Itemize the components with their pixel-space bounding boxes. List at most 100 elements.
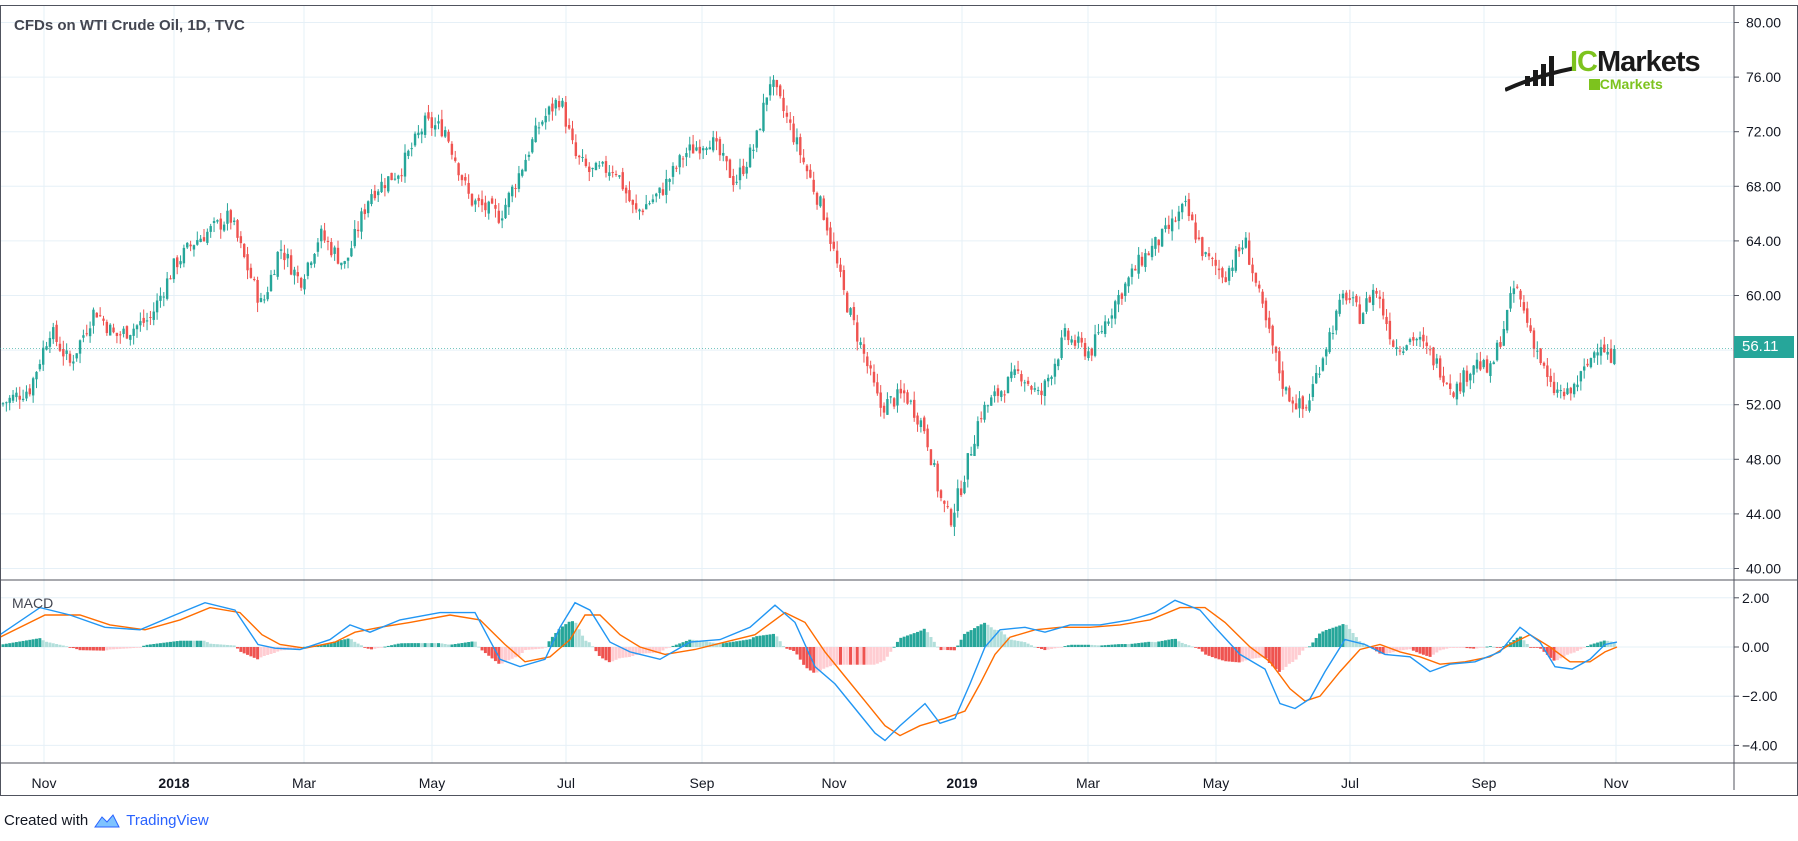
macd-histogram-bar xyxy=(604,647,608,661)
macd-histogram-bar xyxy=(1056,647,1060,648)
candle-body xyxy=(1475,359,1479,369)
candle-body xyxy=(115,332,119,336)
macd-histogram-bar xyxy=(949,647,953,651)
candle-body xyxy=(514,187,517,189)
candle-body xyxy=(1485,359,1489,373)
tradingview-logo-icon xyxy=(94,813,121,827)
candle-body xyxy=(109,324,112,336)
candle-body xyxy=(641,210,645,213)
candle-body xyxy=(963,481,966,494)
macd-histogram-bar xyxy=(798,647,802,660)
candle-body xyxy=(1516,286,1519,288)
candle-body xyxy=(1137,254,1140,274)
candle-body xyxy=(276,251,279,277)
candle-body xyxy=(1499,342,1502,347)
candle-body xyxy=(132,328,135,336)
macd-histogram-bar xyxy=(138,647,142,648)
macd-tick-label: −4.00 xyxy=(1742,737,1778,753)
macd-histogram-bar xyxy=(125,647,129,649)
macd-histogram-bar xyxy=(594,647,598,652)
candle-body xyxy=(68,353,72,363)
candle-body xyxy=(232,220,236,222)
macd-histogram-bar xyxy=(1257,647,1261,658)
time-tick-label: Nov xyxy=(1604,775,1629,791)
candle-body xyxy=(92,309,95,326)
macd-histogram-bar xyxy=(1277,647,1281,672)
macd-histogram-bar xyxy=(1458,647,1462,648)
macd-histogram-bar xyxy=(1241,647,1244,662)
candle-body xyxy=(1281,370,1284,389)
macd-histogram-bar xyxy=(1177,641,1181,647)
tradingview-link[interactable]: TradingView xyxy=(126,812,209,829)
macd-histogram-bar xyxy=(1204,647,1208,655)
macd-histogram-bar xyxy=(1428,647,1432,657)
macd-histogram-bar xyxy=(962,633,966,647)
macd-histogram-bar xyxy=(65,646,69,648)
candle-body xyxy=(695,147,698,151)
macd-histogram-bar xyxy=(993,629,997,647)
macd-histogram-bar xyxy=(152,643,156,647)
macd-histogram-bar xyxy=(1123,644,1127,647)
candle-body xyxy=(135,325,139,330)
macd-histogram-bar xyxy=(1210,647,1214,658)
candle-body xyxy=(340,262,343,266)
macd-histogram-bar xyxy=(694,640,698,647)
macd-histogram-bar xyxy=(61,645,65,647)
macd-histogram-bar xyxy=(591,646,595,648)
candle-body xyxy=(55,324,58,342)
macd-histogram-bar xyxy=(179,640,183,647)
candle-body xyxy=(1261,291,1264,304)
macd-histogram-bar xyxy=(246,647,250,655)
candle-body xyxy=(712,137,715,151)
candle-body xyxy=(996,388,1000,396)
macd-histogram-bar xyxy=(500,647,504,664)
candle-body xyxy=(825,217,829,231)
macd-histogram-bar xyxy=(68,647,72,648)
macd-histogram-bar xyxy=(1230,647,1234,662)
candle-body xyxy=(1,403,5,405)
candle-body xyxy=(366,201,370,214)
candle-body xyxy=(172,258,176,280)
price-tick-label: 72.00 xyxy=(1746,124,1781,140)
macd-histogram-bar xyxy=(343,639,347,647)
macd-histogram-bar xyxy=(705,641,708,647)
candle-body xyxy=(561,100,564,107)
macd-histogram-bar xyxy=(266,647,270,655)
macd-histogram-bar xyxy=(875,647,879,664)
macd-histogram-bar xyxy=(976,626,980,647)
macd-histogram-bar xyxy=(691,639,695,647)
macd-histogram-bar xyxy=(242,647,246,654)
macd-histogram-bar xyxy=(1217,647,1221,660)
macd-histogram-bar xyxy=(1284,647,1288,667)
macd-histogram-bar xyxy=(1117,644,1121,647)
macd-histogram-bar xyxy=(1227,647,1231,662)
macd-histogram-bar xyxy=(1552,647,1556,661)
candle-body xyxy=(762,102,765,131)
macd-histogram-bar xyxy=(1103,645,1107,647)
macd-histogram-bar xyxy=(1612,642,1616,647)
macd-histogram-bar xyxy=(989,627,993,647)
candle-body xyxy=(732,176,735,186)
macd-histogram-bar xyxy=(1187,645,1191,647)
macd-histogram-bar xyxy=(1090,644,1094,647)
macd-histogram-bar xyxy=(986,624,990,647)
macd-histogram-bar xyxy=(1539,647,1543,649)
macd-histogram-bar xyxy=(1569,647,1573,654)
footer-attribution: Created with TradingView xyxy=(4,812,209,829)
macd-histogram-bar xyxy=(929,637,933,647)
macd-histogram-bar xyxy=(892,646,896,648)
candle-body xyxy=(631,199,634,205)
candle-body xyxy=(1465,370,1469,382)
macd-histogram-bar xyxy=(359,645,363,647)
candle-body xyxy=(336,247,340,264)
macd-signal-line xyxy=(0,606,1618,737)
candle-body xyxy=(390,172,393,181)
candle-body xyxy=(1130,268,1134,277)
macd-histogram-bar xyxy=(1113,644,1117,647)
macd-histogram-bar xyxy=(674,644,678,647)
candle-body xyxy=(1077,336,1080,343)
candle-body xyxy=(976,421,980,447)
last-price-badge: 56.11 xyxy=(1734,336,1794,358)
candle-body xyxy=(279,249,283,251)
macd-histogram-bar xyxy=(450,644,454,647)
